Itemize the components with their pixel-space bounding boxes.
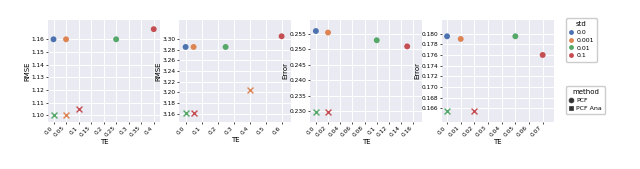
Point: [188, 46, 198, 48]
X-axis label: TE: TE: [100, 139, 108, 145]
Legend: PCF, PCF Ana: PCF, PCF Ana: [566, 86, 605, 114]
Point: [276, 35, 287, 38]
Point: [180, 111, 191, 114]
Point: [148, 28, 159, 30]
Point: [244, 88, 255, 91]
Point: [74, 108, 84, 110]
Point: [188, 111, 198, 114]
Point: [402, 45, 412, 48]
Point: [372, 39, 382, 42]
Point: [61, 114, 71, 117]
Point: [311, 30, 321, 32]
Point: [442, 110, 452, 112]
X-axis label: TE: TE: [493, 139, 502, 145]
X-axis label: TE: TE: [231, 137, 239, 143]
Y-axis label: RMSE: RMSE: [24, 61, 30, 81]
Point: [49, 38, 59, 41]
Point: [180, 46, 191, 48]
Point: [538, 54, 548, 56]
Point: [61, 38, 71, 41]
Point: [442, 35, 452, 38]
Point: [49, 114, 59, 117]
Y-axis label: Error: Error: [283, 63, 289, 79]
Point: [469, 110, 479, 112]
Point: [220, 46, 231, 48]
Y-axis label: Error: Error: [414, 63, 420, 79]
Point: [456, 38, 466, 40]
Point: [510, 35, 520, 38]
Point: [111, 38, 121, 41]
Point: [323, 31, 333, 34]
Point: [311, 111, 321, 114]
Point: [323, 111, 333, 114]
X-axis label: TE: TE: [362, 139, 371, 145]
Y-axis label: RMSE: RMSE: [156, 61, 161, 81]
